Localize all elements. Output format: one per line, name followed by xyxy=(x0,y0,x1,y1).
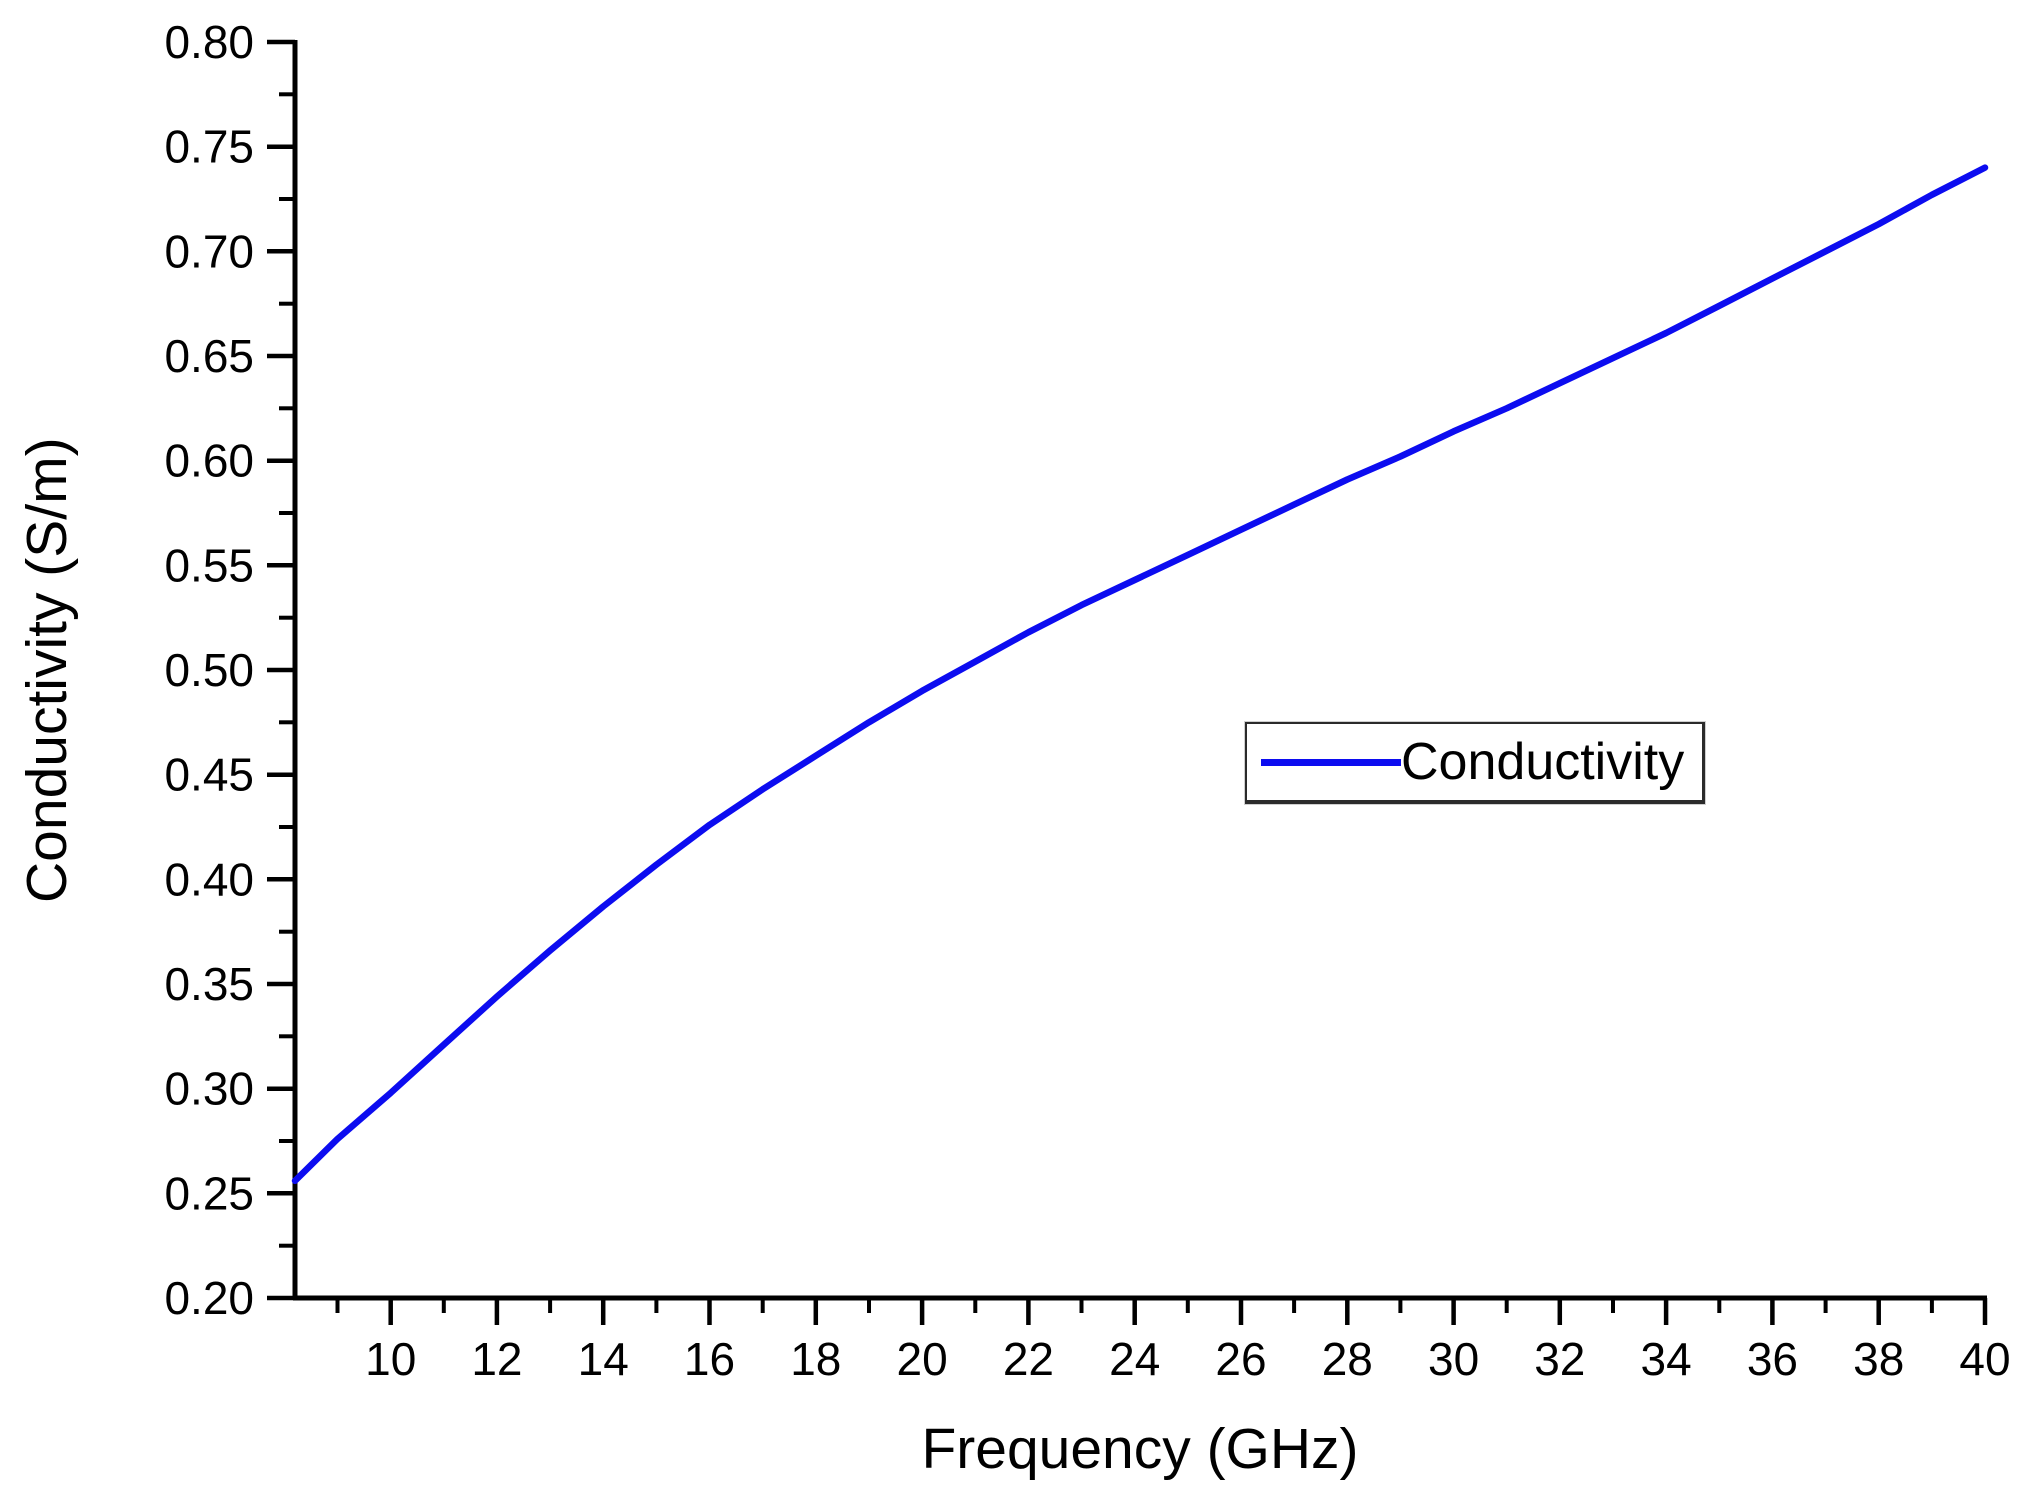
y-tick-label: 0.60 xyxy=(164,435,254,487)
x-tick-label: 40 xyxy=(1959,1333,2010,1385)
x-tick-label: 20 xyxy=(897,1333,948,1385)
y-tick-label: 0.40 xyxy=(164,853,254,905)
x-axis-title: Frequency (GHz) xyxy=(921,1417,1359,1481)
y-tick-label: 0.25 xyxy=(164,1167,254,1219)
x-tick-label: 18 xyxy=(790,1333,841,1385)
x-tick-label: 14 xyxy=(578,1333,629,1385)
x-tick-label: 28 xyxy=(1322,1333,1373,1385)
x-tick-label: 32 xyxy=(1534,1333,1585,1385)
y-tick-label: 0.70 xyxy=(164,225,254,277)
y-axis-title: Conductivity (S/m) xyxy=(15,437,79,903)
y-tick-label: 0.35 xyxy=(164,958,254,1010)
legend-label: Conductivity xyxy=(1401,733,1685,791)
x-tick-label: 10 xyxy=(365,1333,416,1385)
x-tick-label: 34 xyxy=(1641,1333,1692,1385)
x-tick-label: 22 xyxy=(1003,1333,1054,1385)
y-tick-label: 0.45 xyxy=(164,749,254,801)
y-tick-label: 0.20 xyxy=(164,1272,254,1324)
y-tick-label: 0.30 xyxy=(164,1063,254,1115)
x-tick-label: 24 xyxy=(1109,1333,1160,1385)
x-tick-label: 38 xyxy=(1853,1333,1904,1385)
x-tick-label: 16 xyxy=(684,1333,735,1385)
y-tick-label: 0.55 xyxy=(164,539,254,591)
legend: Conductivity xyxy=(1245,722,1705,804)
y-tick-label: 0.75 xyxy=(164,121,254,173)
y-tick-label: 0.50 xyxy=(164,644,254,696)
x-tick-label: 26 xyxy=(1215,1333,1266,1385)
y-tick-label: 0.80 xyxy=(164,16,254,68)
x-tick-label: 36 xyxy=(1747,1333,1798,1385)
x-tick-label: 30 xyxy=(1428,1333,1479,1385)
legend-line-sample-icon xyxy=(1261,758,1401,766)
y-tick-label: 0.65 xyxy=(164,330,254,382)
conductivity-curve xyxy=(291,164,1989,1185)
x-tick-label: 12 xyxy=(471,1333,522,1385)
